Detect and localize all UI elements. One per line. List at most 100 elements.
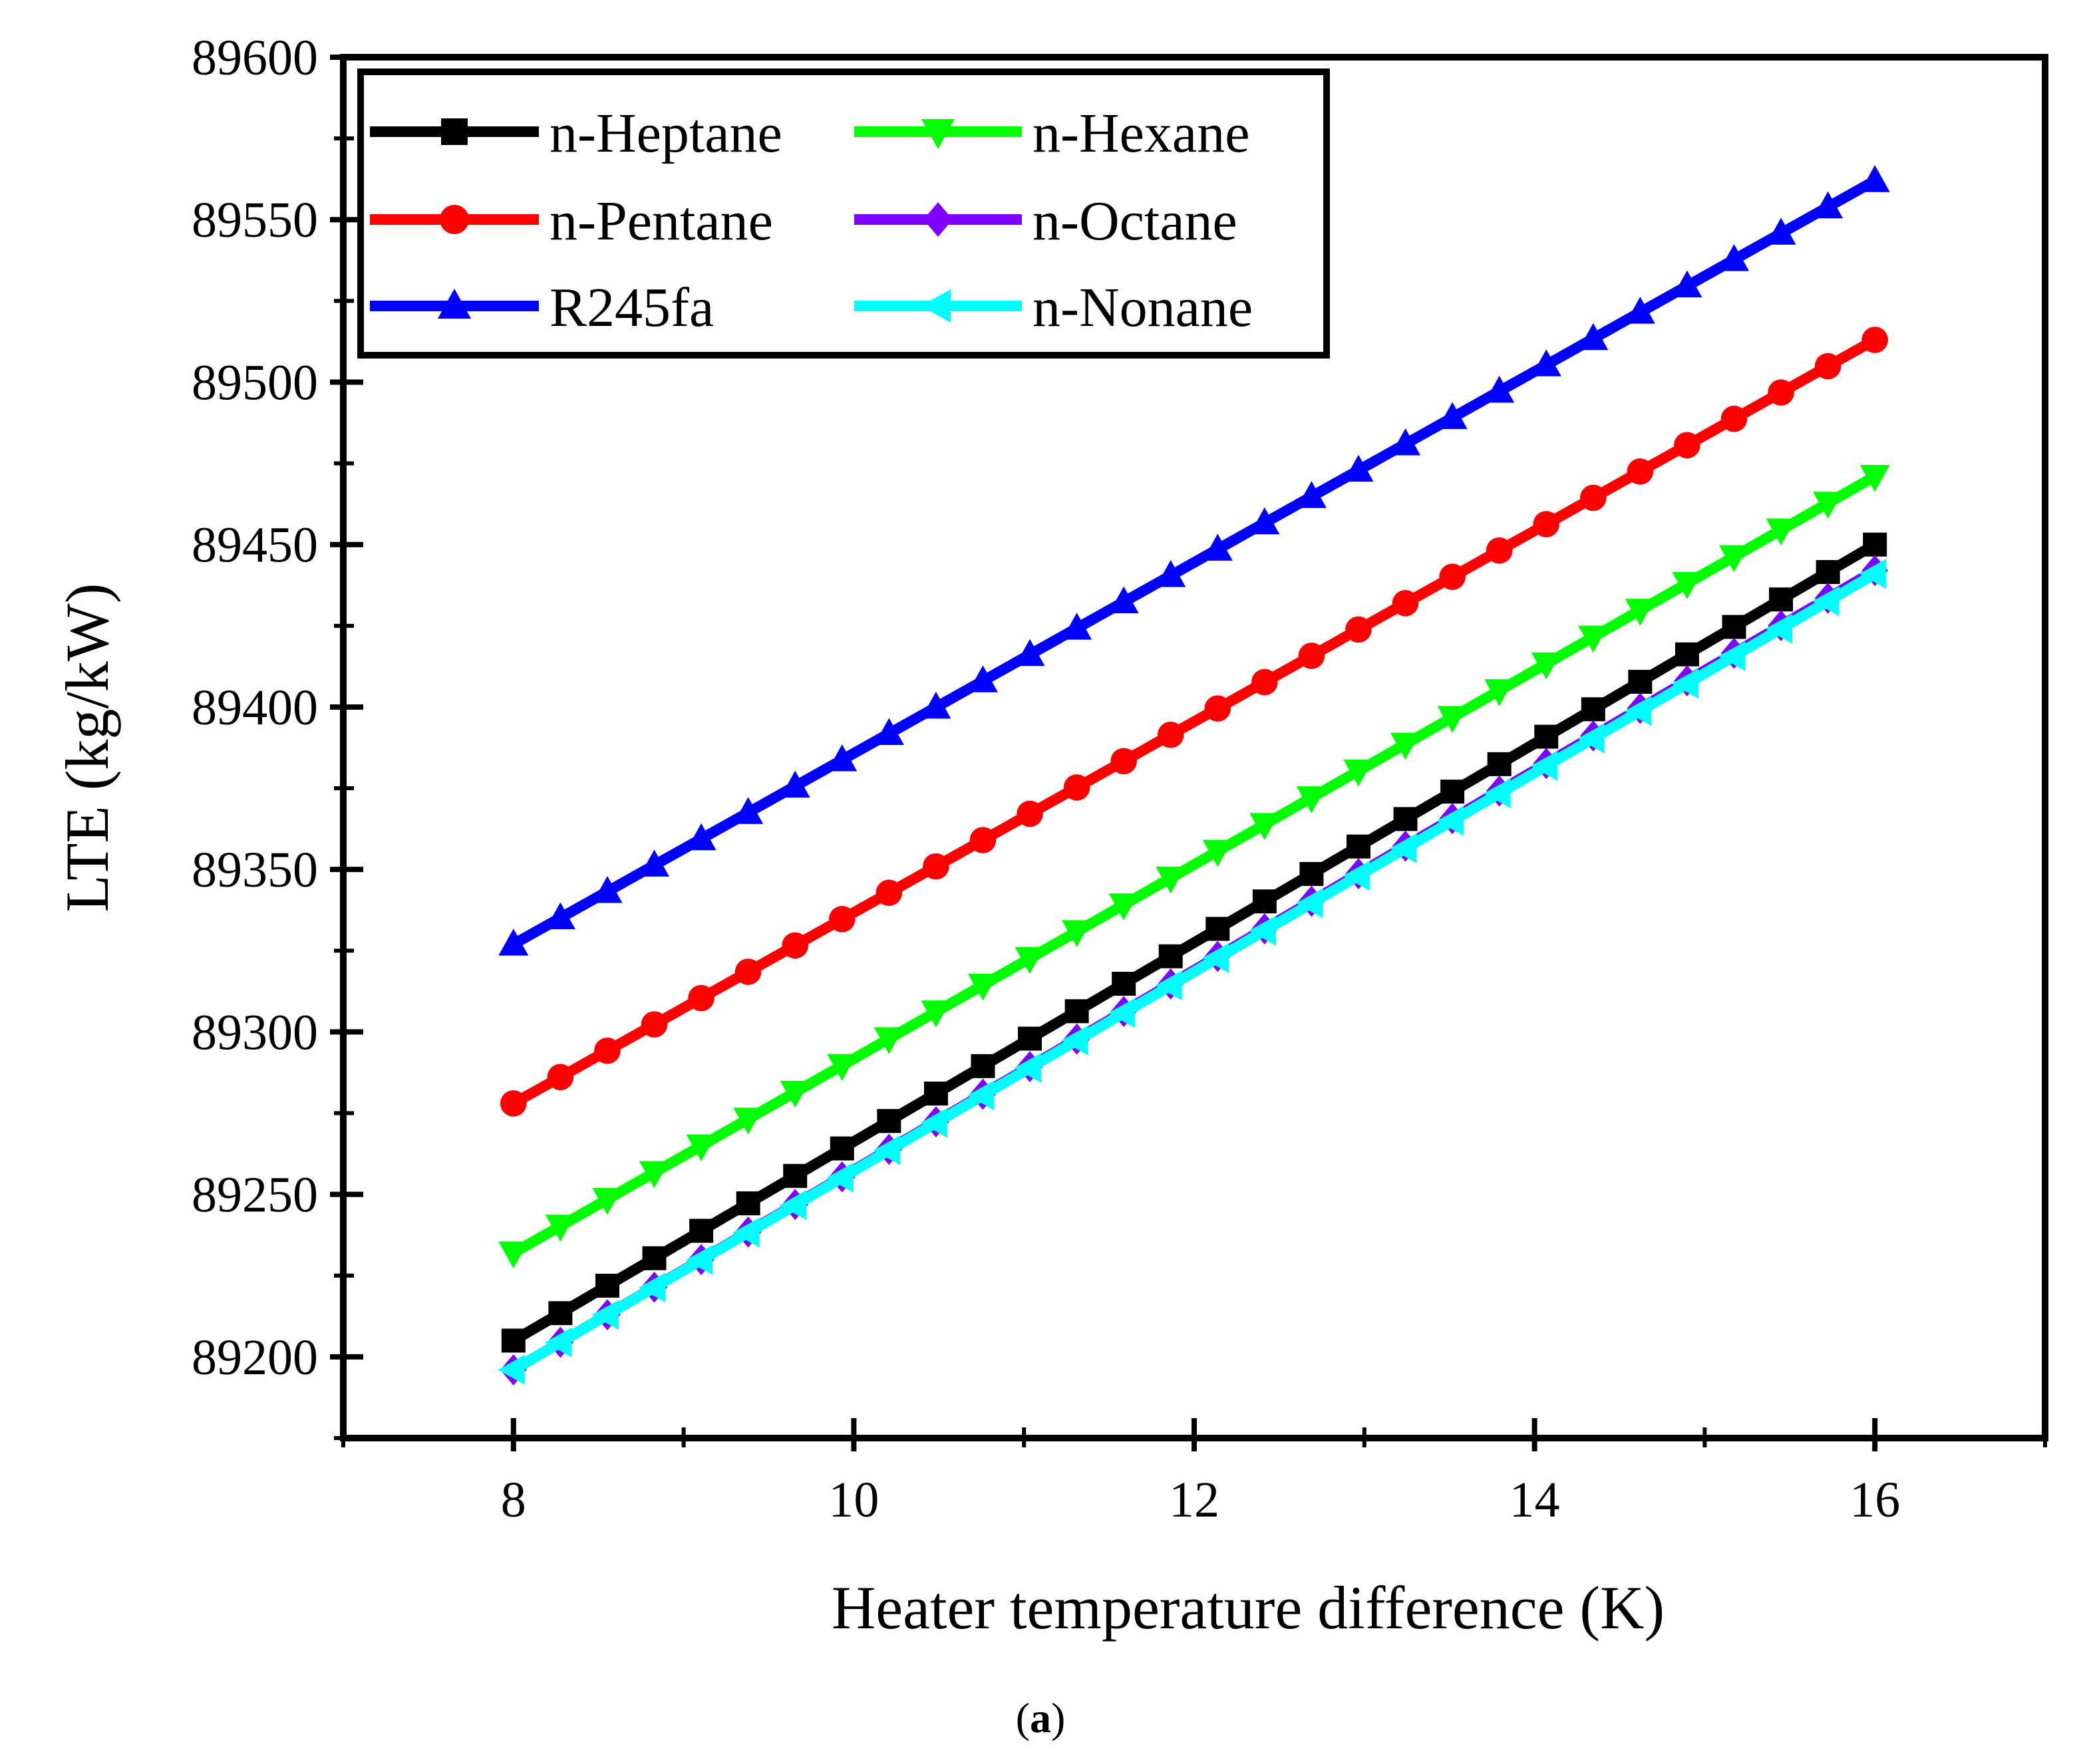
data-point [920,1107,947,1138]
data-point [1392,589,1419,617]
x-tick-label: 10 [828,1472,879,1528]
data-point [1674,432,1700,459]
data-point [1156,866,1186,894]
data-point [877,1109,901,1133]
series-n-Heptane [501,532,1887,1353]
data-point [1062,613,1092,640]
data-point [967,973,998,1001]
data-point [1343,759,1374,787]
data-point [780,1080,810,1108]
data-point [592,875,623,903]
legend: n-Heptane n-Hexane n-Pentane n-Octane R245fa… [357,69,1330,359]
data-point [1580,484,1607,512]
data-point [923,853,949,880]
data-point [967,1080,995,1111]
data-point [594,1037,621,1064]
data-point [1437,706,1468,733]
series-R245fa [498,165,1890,956]
legend-label: n-Heptane [550,102,782,164]
data-point [732,1217,760,1248]
data-point [827,1054,858,1082]
data-point [1201,943,1229,973]
data-point [547,1064,574,1091]
data-point [1765,613,1793,644]
data-point [641,1011,668,1038]
data-point [1720,405,1748,432]
data-point [1249,813,1280,840]
tick-labels: 89200 89250 89300 89350 89400 89450 89500 89550… [192,30,1900,1528]
legend-swatch-marker [441,118,468,145]
data-point [1252,889,1277,914]
data-point [830,1136,854,1161]
data-point [876,879,903,907]
data-point [826,1163,854,1193]
legend-item: n-Hexane [854,102,1249,164]
data-point [1530,751,1558,782]
data-point [1108,586,1139,614]
data-point [545,1215,575,1242]
data-point [1578,323,1609,351]
data-point [1156,559,1186,587]
data-point [498,929,529,956]
data-point [1484,778,1511,809]
data-point [1813,492,1843,519]
data-point [1296,481,1327,508]
data-point [685,1245,713,1275]
data-point [1345,616,1372,643]
legend-item: n-Heptane [370,102,782,164]
data-point [1861,327,1888,353]
data-point [686,1134,717,1161]
data-point [1204,695,1231,722]
data-point [921,691,951,719]
data-point [874,718,904,745]
x-tick-label: 14 [1510,1472,1560,1528]
series-n-Nonane [498,559,1887,1385]
data-point [921,1000,951,1028]
data-point [736,1191,760,1216]
series-n-Pentane [500,327,1888,1117]
data-point [545,902,575,930]
legend-label: n-Octane [1033,190,1237,252]
data-point [1062,920,1092,947]
caption-close: ) [1051,1694,1065,1741]
data-point [783,1163,808,1188]
data-point [1390,428,1421,456]
data-point [1202,839,1233,867]
data-point [1672,572,1702,599]
y-tick-label: 89450 [192,517,318,573]
data-point [1487,752,1512,776]
data-point [544,1327,572,1358]
data-point [1249,915,1276,946]
data-point [1296,888,1323,919]
data-point [1859,465,1890,492]
data-point [548,1301,573,1326]
data-point [1343,861,1370,891]
data-point [1346,834,1370,859]
legend-label: n-Pentane [550,190,773,252]
data-point [1202,533,1233,561]
data-point [1108,998,1136,1028]
legend-item: n-Pentane [370,190,773,252]
data-point [1014,1052,1042,1083]
x-tick-label: 12 [1169,1472,1219,1528]
data-point [1249,507,1280,535]
data-point [1437,402,1468,429]
legend-swatch-marker [923,202,953,237]
data-point [1813,191,1843,219]
data-point [501,1328,526,1353]
legend-swatch-marker [440,205,469,234]
data-point [1390,833,1417,863]
legend-item: n-Nonane [854,277,1253,339]
data-point [967,665,998,692]
data-point [1110,748,1137,775]
data-point [1440,780,1465,804]
data-point [1625,599,1655,626]
legend-swatch-marker [921,119,955,149]
legend-label: n-Hexane [1033,102,1249,164]
data-point [1718,641,1746,671]
data-point [1672,270,1702,298]
data-point [733,1107,764,1135]
data-point [1393,807,1418,831]
data-point [1859,165,1890,192]
data-point [828,905,856,933]
